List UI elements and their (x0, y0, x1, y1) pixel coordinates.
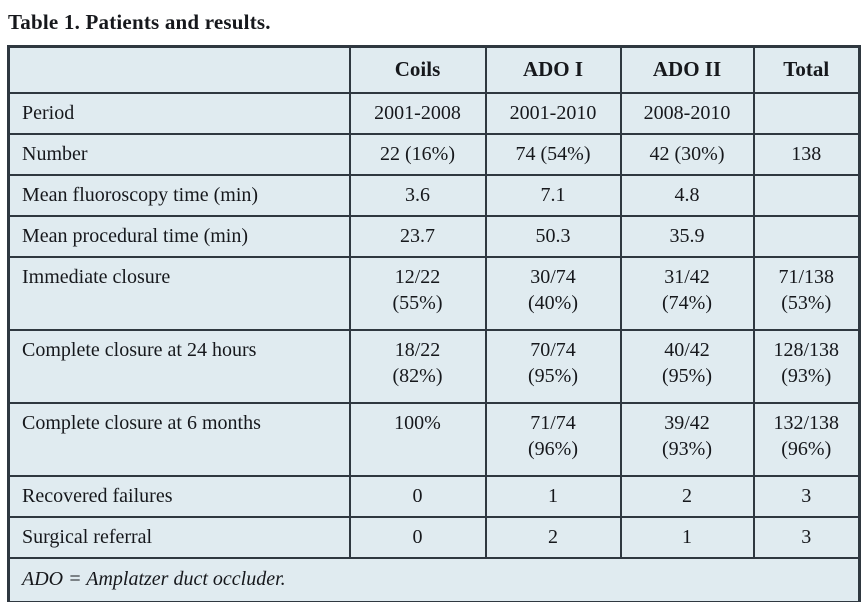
cell-value: 12/22 (55%) (348, 255, 487, 331)
cell-value: 0 (348, 515, 487, 559)
cell-value: 4.8 (619, 173, 755, 217)
cell-value (752, 214, 861, 258)
row-label: Recovered failures (7, 474, 351, 518)
cell-value: 100% (348, 401, 487, 477)
cell-value: 2 (619, 474, 755, 518)
column-header: Coils (348, 45, 487, 94)
cell-value: 3 (752, 474, 861, 518)
header-row: Coils ADO I ADO II Total (7, 45, 861, 94)
row-label: Number (7, 132, 351, 176)
table-row: Complete closure at 24 hours 18/22 (82%) 7… (7, 328, 861, 404)
cell-value: 1 (619, 515, 755, 559)
cell-value: 23.7 (348, 214, 487, 258)
cell-value (752, 173, 861, 217)
table-footnote: ADO = Amplatzer duct occluder. (7, 556, 861, 602)
column-header: ADO II (619, 45, 755, 94)
cell-value: 71/74 (96%) (484, 401, 622, 477)
patients-results-table: Coils ADO I ADO II Total Period 2001-2008 200… (7, 45, 861, 602)
cell-value: 71/138 (53%) (752, 255, 861, 331)
table-row: Recovered failures 0 1 2 3 (7, 474, 861, 518)
table-row: Period 2001-2008 2001-2010 2008-2010 (7, 91, 861, 135)
cell-value: 31/42 (74%) (619, 255, 755, 331)
footnote-row: ADO = Amplatzer duct occluder. (7, 556, 861, 602)
cell-value: 0 (348, 474, 487, 518)
table-row: Number 22 (16%) 74 (54%) 42 (30%) 138 (7, 132, 861, 176)
cell-value: 39/42 (93%) (619, 401, 755, 477)
cell-value: 7.1 (484, 173, 622, 217)
cell-value: 35.9 (619, 214, 755, 258)
cell-value: 70/74 (95%) (484, 328, 622, 404)
table-row: Complete closure at 6 months 100% 71/74 (9… (7, 401, 861, 477)
corner-cell (7, 45, 351, 94)
cell-value: 3 (752, 515, 861, 559)
table-row: Mean fluoroscopy time (min) 3.6 7.1 4.8 (7, 173, 861, 217)
cell-value: 22 (16%) (348, 132, 487, 176)
row-label: Mean fluoroscopy time (min) (7, 173, 351, 217)
cell-value: 1 (484, 474, 622, 518)
column-header: Total (752, 45, 861, 94)
cell-value: 2008-2010 (619, 91, 755, 135)
cell-value: 30/74 (40%) (484, 255, 622, 331)
row-label: Mean procedural time (min) (7, 214, 351, 258)
cell-value: 2001-2008 (348, 91, 487, 135)
cell-value: 50.3 (484, 214, 622, 258)
cell-value: 42 (30%) (619, 132, 755, 176)
row-label: Period (7, 91, 351, 135)
cell-value (752, 91, 861, 135)
row-label: Immediate closure (7, 255, 351, 331)
cell-value: 3.6 (348, 173, 487, 217)
table-row: Surgical referral 0 2 1 3 (7, 515, 861, 559)
table-title: Table 1. Patients and results. (8, 10, 271, 34)
cell-value: 2001-2010 (484, 91, 622, 135)
row-label: Complete closure at 24 hours (7, 328, 351, 404)
cell-value: 138 (752, 132, 861, 176)
row-label: Complete closure at 6 months (7, 401, 351, 477)
table-row: Mean procedural time (min) 23.7 50.3 35.9 (7, 214, 861, 258)
cell-value: 132/138 (96%) (752, 401, 861, 477)
table-body: Period 2001-2008 2001-2010 2008-2010 Number 2… (7, 91, 861, 559)
column-header: ADO I (484, 45, 622, 94)
cell-value: 128/138 (93%) (752, 328, 861, 404)
cell-value: 18/22 (82%) (348, 328, 487, 404)
cell-value: 2 (484, 515, 622, 559)
cell-value: 74 (54%) (484, 132, 622, 176)
table-row: Immediate closure 12/22 (55%) 30/74 (40%) 3… (7, 255, 861, 331)
cell-value: 40/42 (95%) (619, 328, 755, 404)
row-label: Surgical referral (7, 515, 351, 559)
